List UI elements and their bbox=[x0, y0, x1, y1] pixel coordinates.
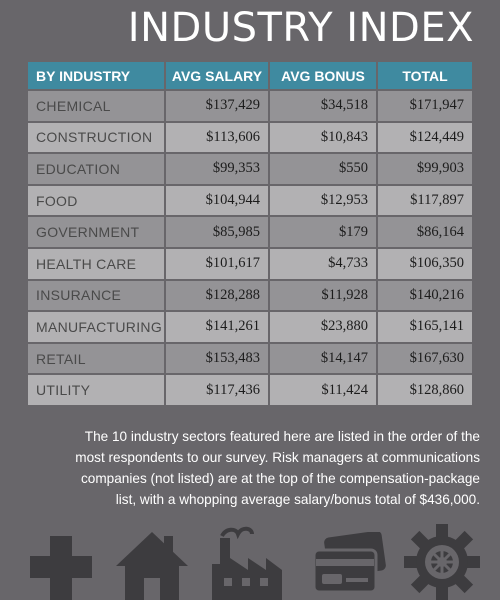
total-cell: $117,897 bbox=[378, 185, 472, 216]
total-cell: $171,947 bbox=[378, 91, 472, 121]
bonus-cell: $550 bbox=[270, 154, 376, 184]
salary-cell: $101,617 bbox=[166, 248, 268, 279]
header-total: TOTAL bbox=[378, 62, 472, 89]
bonus-cell: $23,880 bbox=[270, 312, 376, 342]
bonus-cell: $11,928 bbox=[270, 280, 376, 311]
bonus-cell: $10,843 bbox=[270, 122, 376, 153]
bonus-cell: $4,733 bbox=[270, 248, 376, 279]
bonus-cell: $179 bbox=[270, 217, 376, 247]
salary-cell: $137,429 bbox=[166, 91, 268, 121]
header-industry: BY INDUSTRY bbox=[28, 62, 164, 89]
industry-cell: INSURANCE bbox=[28, 280, 164, 311]
industry-cell: UTILITY bbox=[28, 375, 164, 405]
bonus-cell: $14,147 bbox=[270, 343, 376, 374]
industry-cell: RETAIL bbox=[28, 343, 164, 374]
industry-table: BY INDUSTRY AVG SALARY AVG BONUS TOTAL C… bbox=[26, 60, 474, 407]
salary-cell: $104,944 bbox=[166, 185, 268, 216]
table-row: EDUCATION $99,353 $550 $99,903 bbox=[28, 154, 472, 184]
total-cell: $128,860 bbox=[378, 375, 472, 405]
salary-cell: $85,985 bbox=[166, 217, 268, 247]
table-row: MANUFACTURING $141,261 $23,880 $165,141 bbox=[28, 312, 472, 342]
footnote-line: list, with a whopping average salary/bon… bbox=[115, 492, 480, 507]
total-cell: $167,630 bbox=[378, 343, 472, 374]
house-icon bbox=[116, 532, 188, 600]
table-row: HEALTH CARE $101,617 $4,733 $106,350 bbox=[28, 248, 472, 279]
table-row: CONSTRUCTION $113,606 $10,843 $124,449 bbox=[28, 122, 472, 153]
industry-cell: CHEMICAL bbox=[28, 91, 164, 121]
industry-icon-row bbox=[0, 520, 500, 600]
footnote-paragraph: The 10 industry sectors featured here ar… bbox=[40, 426, 480, 510]
footnote-line: companies (not listed) are at the top of… bbox=[81, 471, 480, 486]
total-cell: $99,903 bbox=[378, 154, 472, 184]
header-avg-salary: AVG SALARY bbox=[166, 62, 268, 89]
total-cell: $165,141 bbox=[378, 312, 472, 342]
page-title: INDUSTRY INDEX bbox=[127, 5, 474, 51]
total-cell: $86,164 bbox=[378, 217, 472, 247]
industry-cell: FOOD bbox=[28, 185, 164, 216]
industry-cell: HEALTH CARE bbox=[28, 248, 164, 279]
table-row: UTILITY $117,436 $11,424 $128,860 bbox=[28, 375, 472, 405]
salary-cell: $128,288 bbox=[166, 280, 268, 311]
bonus-cell: $12,953 bbox=[270, 185, 376, 216]
salary-cell: $117,436 bbox=[166, 375, 268, 405]
gear-icon bbox=[404, 524, 480, 600]
industry-cell: EDUCATION bbox=[28, 154, 164, 184]
salary-cell: $113,606 bbox=[166, 122, 268, 153]
header-avg-bonus: AVG BONUS bbox=[270, 62, 376, 89]
salary-cell: $153,483 bbox=[166, 343, 268, 374]
medical-cross-icon bbox=[30, 536, 92, 600]
table-row: INSURANCE $128,288 $11,928 $140,216 bbox=[28, 280, 472, 311]
footnote-line: most respondents to our survey. Risk man… bbox=[75, 450, 480, 465]
industry-cell: GOVERNMENT bbox=[28, 217, 164, 247]
industry-table-container: BY INDUSTRY AVG SALARY AVG BONUS TOTAL C… bbox=[28, 60, 472, 407]
total-cell: $140,216 bbox=[378, 280, 472, 311]
industry-cell: CONSTRUCTION bbox=[28, 122, 164, 153]
table-header-row: BY INDUSTRY AVG SALARY AVG BONUS TOTAL bbox=[28, 62, 472, 89]
table-row: CHEMICAL $137,429 $34,518 $171,947 bbox=[28, 91, 472, 121]
salary-cell: $141,261 bbox=[166, 312, 268, 342]
total-cell: $124,449 bbox=[378, 122, 472, 153]
factory-icon bbox=[212, 526, 282, 600]
table-row: FOOD $104,944 $12,953 $117,897 bbox=[28, 185, 472, 216]
industry-cell: MANUFACTURING bbox=[28, 312, 164, 342]
credit-card-icon bbox=[312, 532, 386, 594]
table-row: RETAIL $153,483 $14,147 $167,630 bbox=[28, 343, 472, 374]
salary-cell: $99,353 bbox=[166, 154, 268, 184]
total-cell: $106,350 bbox=[378, 248, 472, 279]
bonus-cell: $11,424 bbox=[270, 375, 376, 405]
bonus-cell: $34,518 bbox=[270, 91, 376, 121]
footnote-line: The 10 industry sectors featured here ar… bbox=[84, 429, 480, 444]
table-row: GOVERNMENT $85,985 $179 $86,164 bbox=[28, 217, 472, 247]
